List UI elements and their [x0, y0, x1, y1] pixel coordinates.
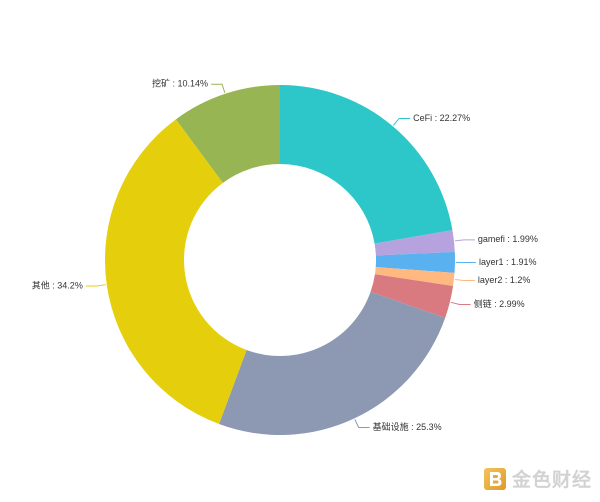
watermark-text: 金色财经	[511, 469, 592, 491]
leader-line	[85, 284, 106, 287]
slice-label: 侧链 : 2.99%	[474, 298, 525, 309]
slice-label: gamefi : 1.99%	[478, 234, 538, 244]
leader-line	[454, 279, 475, 282]
slice-label: 其他 : 34.2%	[32, 279, 83, 290]
slice-label: 挖矿 : 10.14%	[152, 78, 208, 89]
donut-slice	[280, 85, 453, 244]
slice-label: layer1 : 1.91%	[479, 257, 537, 267]
watermark: 金色财经	[483, 465, 592, 492]
leader-line	[392, 117, 411, 126]
leader-line	[454, 239, 475, 242]
donut-slice	[219, 291, 446, 435]
leader-line	[354, 419, 370, 428]
jinse-logo-icon	[483, 467, 506, 490]
slice-labels: CeFi : 22.27% gamefi : 1.99% layer1 : 1.91…	[32, 78, 538, 432]
leader-line	[211, 83, 226, 94]
slice-label: 基础设施 : 25.3%	[373, 421, 442, 432]
donut-slice	[375, 251, 455, 273]
leader-line	[450, 301, 471, 305]
donut-slices	[104, 85, 455, 435]
donut-slice	[370, 274, 454, 318]
donut-slice	[374, 230, 455, 256]
leader-lines	[85, 83, 476, 428]
donut-slice	[374, 267, 455, 286]
donut-slice	[175, 85, 280, 183]
donut-slice	[104, 119, 247, 425]
slice-label: CeFi : 22.27%	[413, 113, 470, 123]
slice-label: layer2 : 1.2%	[478, 275, 531, 285]
